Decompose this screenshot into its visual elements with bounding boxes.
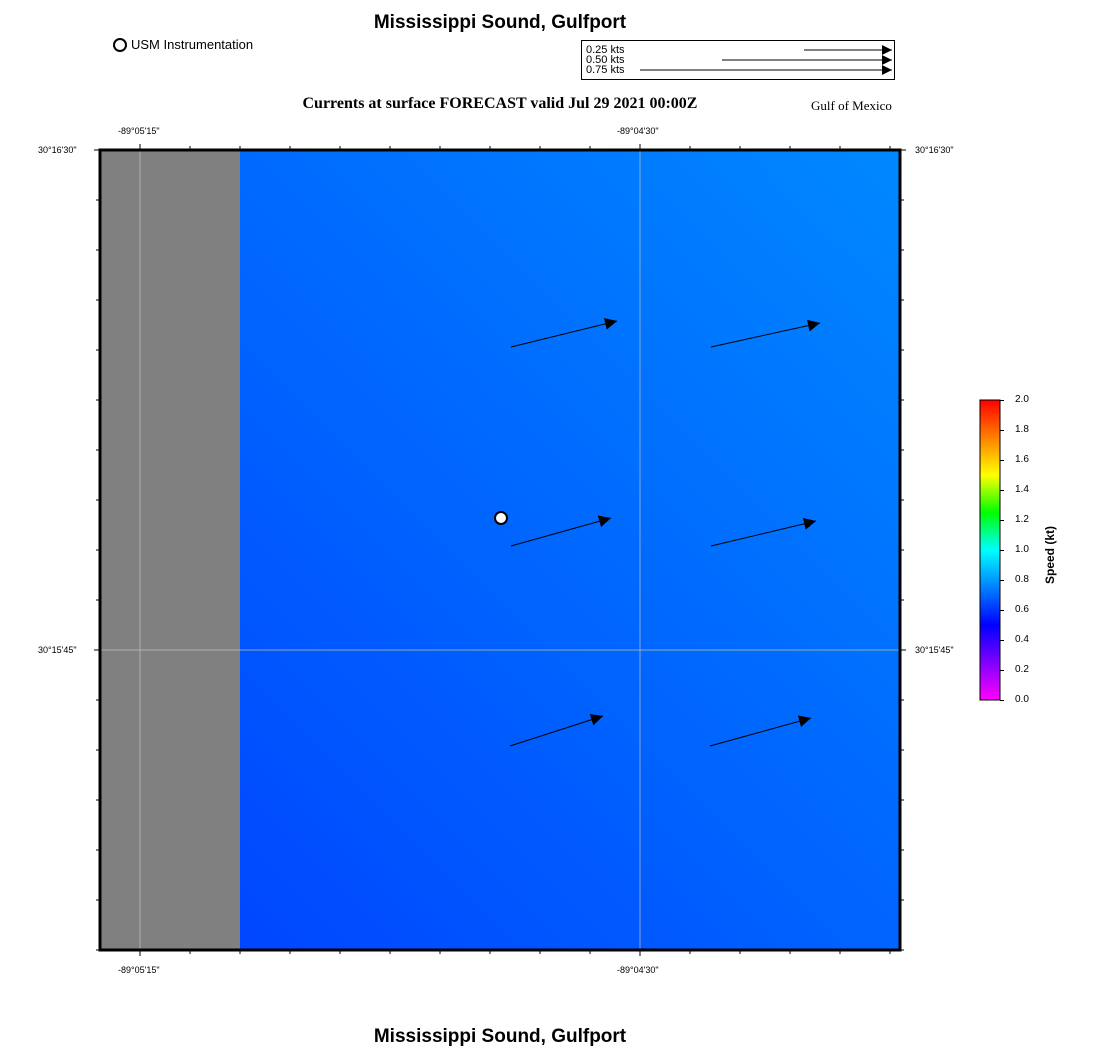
colorbar-tick-mark: [1000, 520, 1004, 521]
scale-label-1: 0.25 kts: [586, 44, 625, 56]
land-area: [100, 150, 240, 950]
colorbar-tick-mark: [1000, 610, 1004, 611]
lon-tick-bottom-1: -89°05'15": [118, 965, 160, 975]
colorbar-tick-mark: [1000, 400, 1004, 401]
lon-tick-top-2: -89°04'30": [617, 126, 659, 136]
scale-label-3: 0.75 kts: [586, 64, 625, 76]
map-title: Mississippi Sound, Gulfport: [373, 12, 627, 33]
colorbar-tick-label: 0.8: [1015, 574, 1029, 585]
usm-station-marker: [494, 511, 508, 525]
region-label: Gulf of Mexico: [811, 98, 892, 113]
colorbar-tick-mark: [1000, 550, 1004, 551]
station-legend-label: USM Instrumentation: [131, 37, 254, 52]
current-vector: [510, 515, 612, 547]
current-vector: [710, 517, 817, 547]
current-vector: [510, 318, 618, 348]
colorbar-tick-label: 0.6: [1015, 604, 1029, 615]
current-vector: [509, 713, 604, 747]
scale-arrows: [640, 45, 892, 75]
current-vector: [709, 715, 812, 747]
colorbar-tick-mark: [1000, 700, 1004, 701]
current-vector: [710, 319, 821, 348]
lat-tick-left-1: 30°16'30": [38, 145, 77, 155]
colorbar-ramp: [979, 399, 1001, 701]
lat-tick-right-1: 30°16'30": [915, 145, 954, 155]
colorbar-tick-label: 1.6: [1015, 454, 1029, 465]
colorbar-tick-mark: [1000, 460, 1004, 461]
colorbar-tick-label: 0.4: [1015, 634, 1029, 645]
station-legend: USM Instrumentation: [113, 37, 253, 52]
vector-scale-legend: 0.25 kts 0.50 kts 0.75 kts: [581, 40, 895, 80]
scale-label-2: 0.50 kts: [586, 54, 625, 66]
colorbar-tick-label: 1.4: [1015, 484, 1029, 495]
colorbar-tick-label: 0.2: [1015, 664, 1029, 675]
colorbar-tick-mark: [1000, 490, 1004, 491]
colorbar-tick-mark: [1000, 670, 1004, 671]
footer-title: Mississippi Sound, Gulfport: [373, 1026, 627, 1047]
colorbar-tick-mark: [1000, 640, 1004, 641]
colorbar-tick-mark: [1000, 430, 1004, 431]
current-vectors: [509, 318, 821, 747]
lat-tick-right-2: 30°15'45": [915, 645, 954, 655]
colorbar-tick-mark: [1000, 580, 1004, 581]
colorbar-tick-label: 1.2: [1015, 514, 1029, 525]
colorbar: [979, 399, 1001, 701]
colorbar-tick-label: 2.0: [1015, 394, 1029, 405]
colorbar-title: Speed (kt): [1043, 525, 1057, 584]
map-subtitle: Currents at surface FORECAST valid Jul 2…: [302, 95, 698, 112]
lon-tick-bottom-2: -89°04'30": [617, 965, 659, 975]
station-marker-icon: [113, 37, 127, 52]
lon-tick-top-1: -89°05'15": [118, 126, 160, 136]
colorbar-tick-label: 1.8: [1015, 424, 1029, 435]
colorbar-tick-label: 0.0: [1015, 694, 1029, 705]
colorbar-tick-label: 1.0: [1015, 544, 1029, 555]
frame-ticks: [94, 144, 906, 956]
lat-tick-left-2: 30°15'45": [38, 645, 77, 655]
